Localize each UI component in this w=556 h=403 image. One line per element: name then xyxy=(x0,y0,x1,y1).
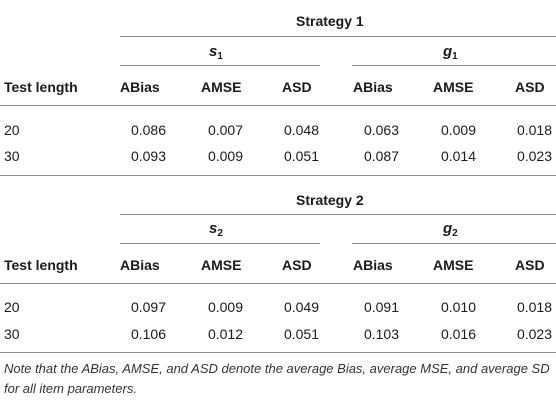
strategy-title: Strategy 1 xyxy=(296,13,364,29)
row-label: 20 xyxy=(4,122,20,138)
table-cell: 0.103 xyxy=(363,326,399,342)
table-cell: 0.106 xyxy=(130,326,166,342)
table-cell: 0.048 xyxy=(283,122,319,138)
row-header: Test length xyxy=(4,257,78,273)
divider xyxy=(352,243,556,244)
param-left-header: s1 xyxy=(209,43,223,62)
strategy-title: Strategy 2 xyxy=(296,192,364,208)
table-cell: 0.016 xyxy=(440,326,476,342)
row-label: 20 xyxy=(4,299,20,315)
table-cell: 0.051 xyxy=(283,326,319,342)
table-cell: 0.097 xyxy=(130,299,166,315)
col-header: AMSE xyxy=(201,257,242,273)
divider xyxy=(120,214,556,215)
col-header: AMSE xyxy=(433,257,474,273)
divider xyxy=(0,283,556,284)
divider xyxy=(352,65,556,66)
divider xyxy=(0,352,556,353)
col-header: AMSE xyxy=(433,79,474,95)
table-cell: 0.010 xyxy=(440,299,476,315)
table-cell: 0.063 xyxy=(363,122,399,138)
table-cell: 0.049 xyxy=(283,299,319,315)
table-cell: 0.023 xyxy=(516,326,552,342)
col-header: ASD xyxy=(515,79,545,95)
param-left-header: s2 xyxy=(209,220,223,239)
table-cell: 0.023 xyxy=(516,148,552,164)
table-cell: 0.018 xyxy=(516,299,552,315)
table-cell: 0.087 xyxy=(363,148,399,164)
table-cell: 0.007 xyxy=(207,122,243,138)
table-cell: 0.051 xyxy=(283,148,319,164)
param-right-header: g1 xyxy=(443,43,458,62)
table-cell: 0.086 xyxy=(130,122,166,138)
table-cell: 0.009 xyxy=(207,148,243,164)
divider xyxy=(120,243,320,244)
col-header: ASD xyxy=(515,257,545,273)
col-header: ABias xyxy=(353,79,393,95)
row-label: 30 xyxy=(4,148,20,164)
row-header: Test length xyxy=(4,79,78,95)
col-header: ASD xyxy=(282,257,312,273)
divider xyxy=(120,36,556,37)
col-header: ASD xyxy=(282,79,312,95)
table-cell: 0.018 xyxy=(516,122,552,138)
table-note: Note that the ABias, AMSE, and ASD denot… xyxy=(4,361,550,396)
col-header: ABias xyxy=(120,257,160,273)
col-header: ABias xyxy=(120,79,160,95)
param-right-header: g2 xyxy=(443,220,458,239)
table-cell: 0.091 xyxy=(363,299,399,315)
divider xyxy=(0,175,556,176)
table-cell: 0.012 xyxy=(207,326,243,342)
table-cell: 0.009 xyxy=(207,299,243,315)
table-cell: 0.014 xyxy=(440,148,476,164)
table-cell: 0.093 xyxy=(130,148,166,164)
divider xyxy=(0,105,556,106)
row-label: 30 xyxy=(4,326,20,342)
table-cell: 0.009 xyxy=(440,122,476,138)
col-header: AMSE xyxy=(201,79,242,95)
divider xyxy=(120,65,320,66)
col-header: ABias xyxy=(353,257,393,273)
